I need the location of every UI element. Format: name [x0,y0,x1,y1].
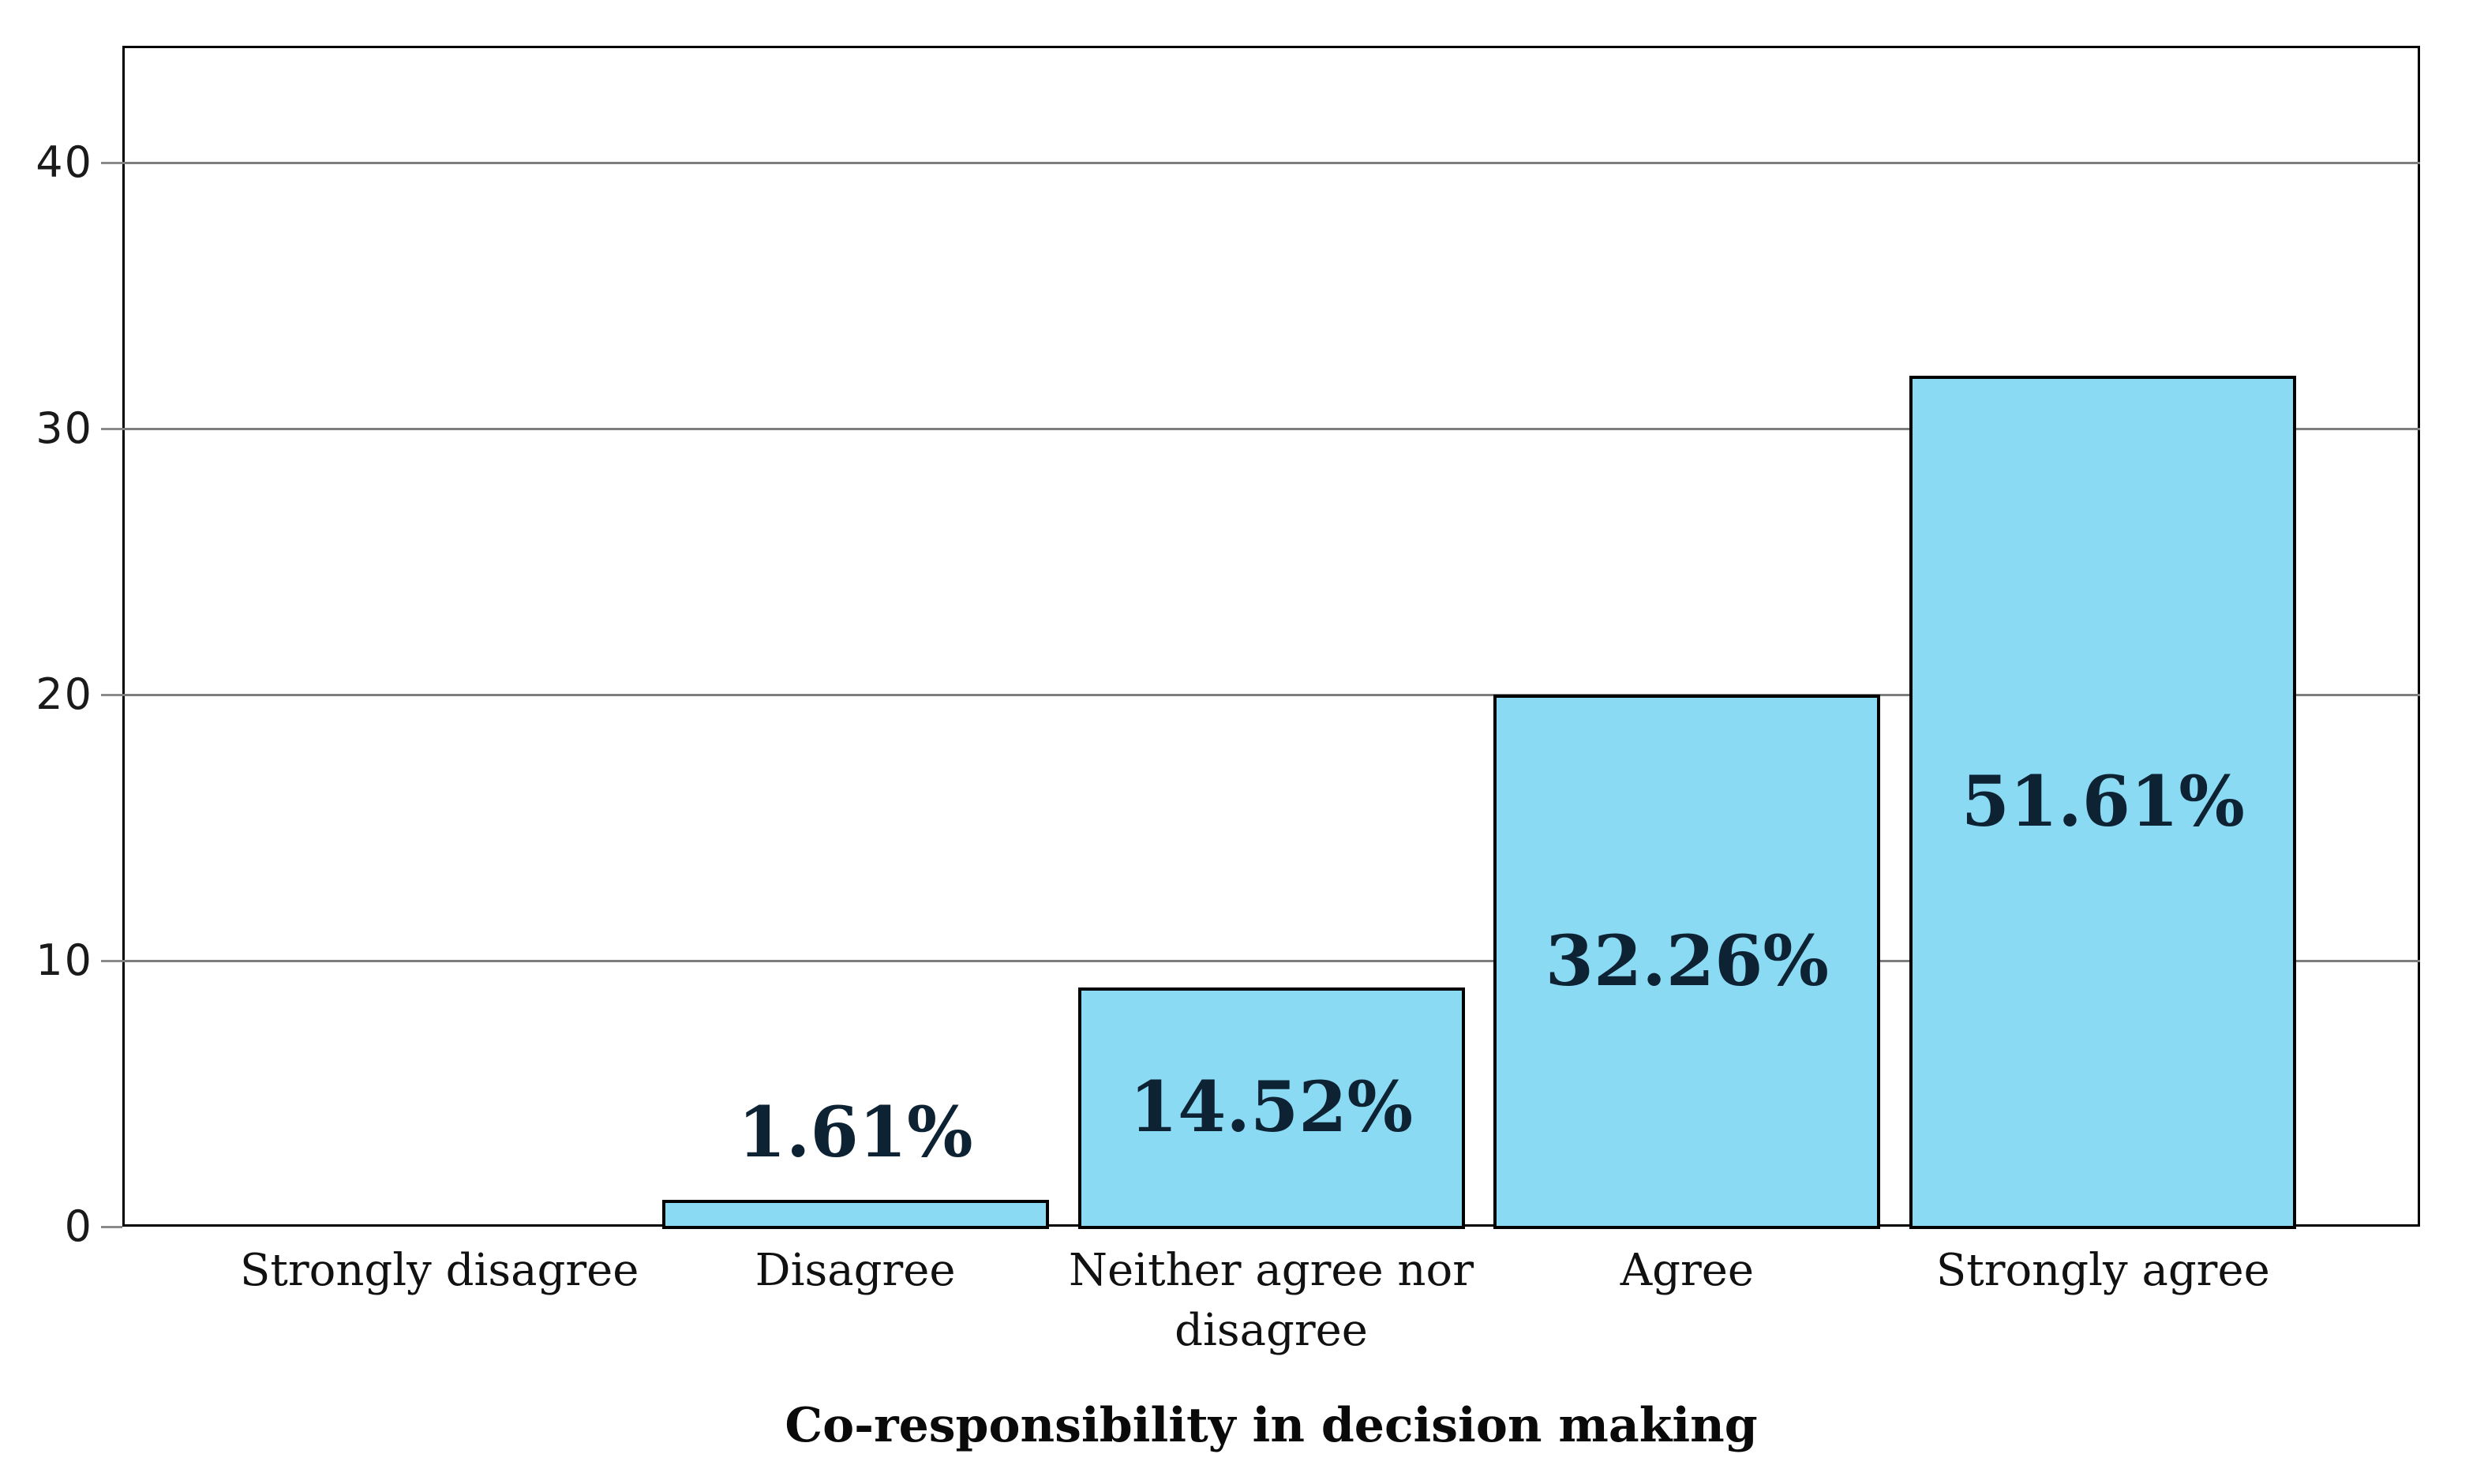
y-tick-label-40: 40 [36,137,93,188]
bar-agree [1493,695,1881,1229]
x-tick-label-disagree: Disagree [755,1245,956,1296]
y-tick-mark-20 [101,694,122,697]
bar-value-label-agree: 32.26% [1545,920,1829,1002]
y-tick-label-0: 0 [64,1201,93,1251]
x-tick-label-agree: Agree [1620,1245,1755,1296]
y-tick-mark-40 [101,162,122,165]
bar-disagree [661,1200,1049,1229]
gridline-10 [122,960,2420,963]
y-tick-mark-30 [101,428,122,431]
gridline-30 [122,428,2420,431]
bar-value-label-neither-agree-nor-disagree: 14.52% [1129,1066,1414,1149]
gridline-40 [122,162,2420,165]
y-tick-mark-10 [101,960,122,963]
bar-value-label-disagree: 1.61% [737,1091,973,1174]
y-tick-label-20: 20 [36,669,93,720]
x-tick-label-neither-agree-nor-disagree: Neither agree nor disagree [1069,1245,1474,1356]
x-tick-label-strongly-agree: Strongly agree [1935,1245,2270,1296]
y-tick-label-30: 30 [36,403,93,454]
bar-strongly-agree [1909,375,2297,1229]
bar-value-label-strongly-agree: 51.61% [1961,759,2245,842]
bar-neither-agree-nor-disagree [1077,987,1465,1229]
y-tick-label-10: 10 [36,935,93,986]
y-tick-mark-0 [101,1226,122,1228]
gridline-20 [122,694,2420,697]
x-tick-label-strongly-disagree: Strongly disagree [240,1245,639,1296]
x-axis-title: Co-responsibility in decision making [785,1398,1758,1453]
